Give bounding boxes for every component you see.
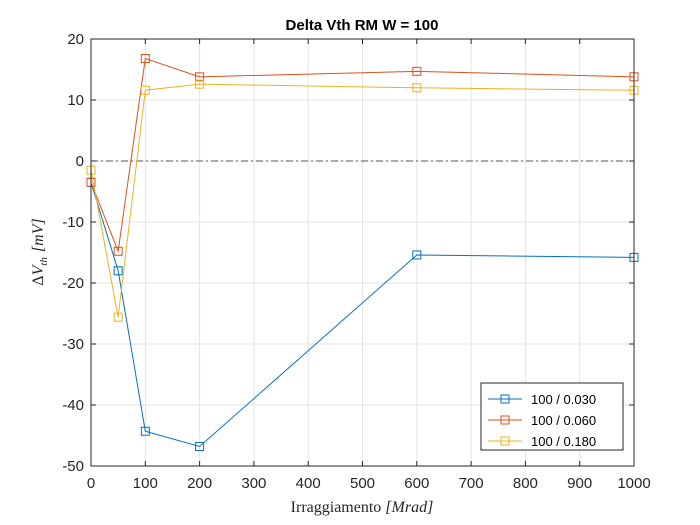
x-axis-label-unit: [Mrad] xyxy=(385,499,433,516)
data-point xyxy=(412,250,422,260)
y-tick-label: -50 xyxy=(62,458,84,475)
data-point xyxy=(113,266,123,276)
x-tick-label: 1000 xyxy=(617,475,650,492)
x-axis-label-text: Irraggiamento xyxy=(291,499,386,516)
legend-label: 100 / 0.060 xyxy=(531,413,596,428)
axis-ticks: 0 100 200 300 400 500 600 700 800 900 1000-50-40-3… xyxy=(62,31,650,492)
data-point xyxy=(412,83,422,93)
data-point xyxy=(195,72,205,82)
data-point xyxy=(140,85,150,95)
y-tick-label: 20 xyxy=(67,31,84,48)
legend-marker xyxy=(500,394,510,404)
y-axis-label-unit: [mV] xyxy=(30,218,47,252)
series-line xyxy=(90,57,635,254)
y-axis-label-sub: th xyxy=(38,257,50,266)
data-point xyxy=(412,66,422,76)
series-line xyxy=(90,182,635,448)
x-tick-label: 100 xyxy=(133,475,158,492)
y-axis-label: ΔVth [mV] xyxy=(30,218,50,285)
data-point xyxy=(113,246,123,256)
x-tick-label: 500 xyxy=(350,475,375,492)
x-tick-label: 300 xyxy=(241,475,266,492)
data-point xyxy=(195,79,205,89)
x-axis-label: Irraggiamento [Mrad] xyxy=(291,499,434,516)
x-tick-label: 600 xyxy=(404,475,429,492)
legend-marker xyxy=(500,415,510,425)
legend-label: 100 / 0.030 xyxy=(531,392,596,407)
legend-entry: 100 / 0.060 xyxy=(488,413,596,428)
y-tick-label: 0 xyxy=(76,153,84,170)
data-point xyxy=(113,312,123,322)
x-tick-label: 900 xyxy=(567,475,592,492)
data-point xyxy=(140,426,150,436)
y-axis-label-delta: Δ xyxy=(30,275,47,285)
legend: 100 / 0.030 100 / 0.060 100 / 0.180 xyxy=(480,382,624,451)
x-tick-label: 700 xyxy=(459,475,484,492)
data-point xyxy=(195,441,205,451)
legend-marker xyxy=(500,436,510,446)
data-point xyxy=(140,54,150,64)
x-tick-label: 200 xyxy=(187,475,212,492)
y-tick-label: -30 xyxy=(62,336,84,353)
y-tick-label: -10 xyxy=(62,214,84,231)
y-tick-label: -20 xyxy=(62,275,84,292)
y-axis-label-var: V xyxy=(30,263,47,275)
chart-title: Delta Vth RM W = 100 xyxy=(286,17,439,34)
y-tick-label: -40 xyxy=(62,397,84,414)
series-group xyxy=(86,54,639,451)
y-tick-label: 10 xyxy=(67,92,84,109)
x-tick-label: 0 xyxy=(87,475,95,492)
legend-entry: 100 / 0.030 xyxy=(488,392,596,407)
x-tick-label: 800 xyxy=(513,475,538,492)
legend-label: 100 / 0.180 xyxy=(531,434,596,449)
series-line xyxy=(90,83,635,318)
x-tick-label: 400 xyxy=(296,475,321,492)
legend-entry: 100 / 0.180 xyxy=(488,434,596,449)
